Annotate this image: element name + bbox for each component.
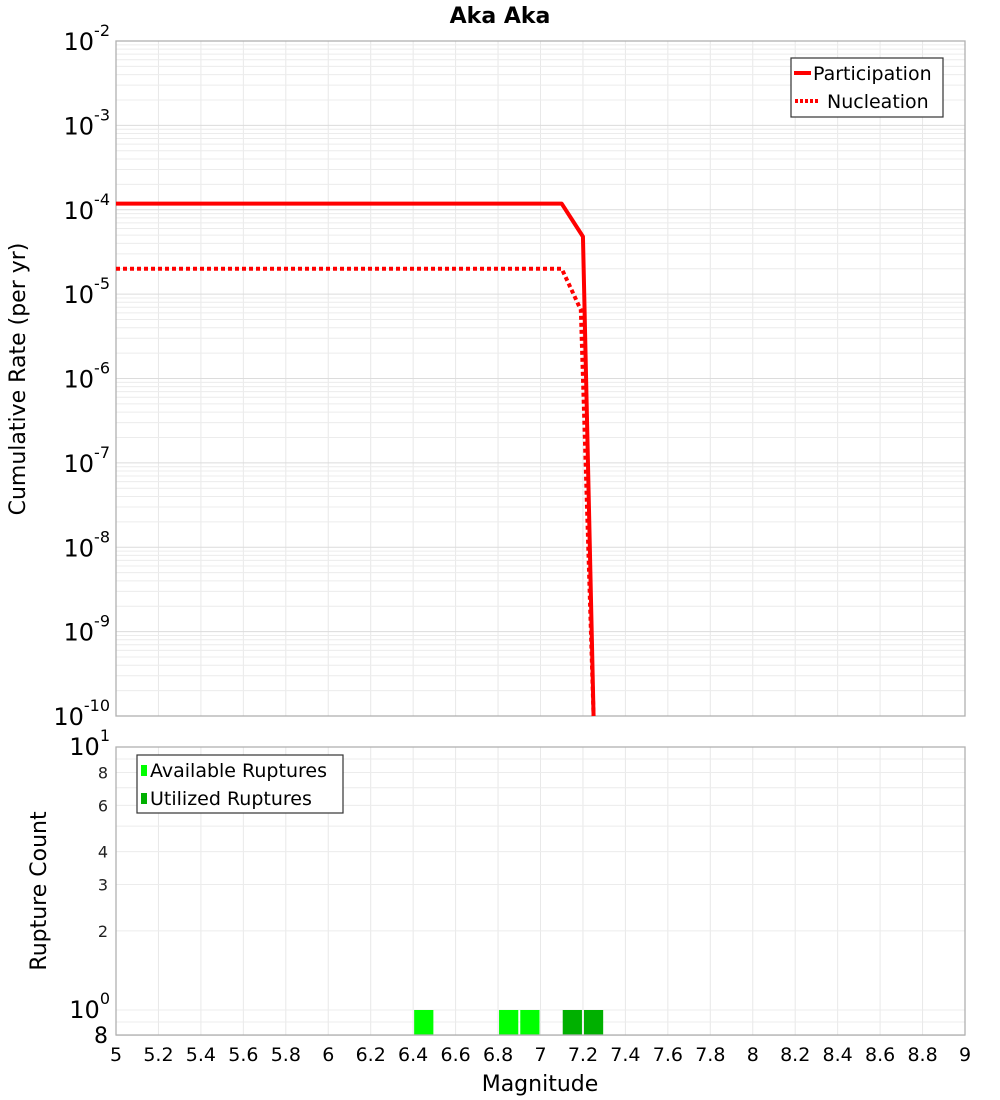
- svg-text:8.8: 8.8: [907, 1044, 937, 1066]
- svg-text:8.4: 8.4: [823, 1044, 853, 1066]
- nucleation-line: [116, 269, 594, 716]
- svg-text:8: 8: [94, 1024, 108, 1049]
- svg-text:2: 2: [98, 922, 108, 941]
- top-plot-grid: [116, 41, 965, 716]
- svg-text:6.2: 6.2: [356, 1044, 386, 1066]
- top-y-axis-label: Cumulative Rate (per yr): [6, 243, 31, 516]
- svg-text:7.6: 7.6: [653, 1044, 683, 1066]
- svg-text:6.4: 6.4: [398, 1044, 428, 1066]
- rupture-bar: [563, 1010, 582, 1035]
- legend-participation: Participation: [813, 63, 932, 85]
- magnitude-frequency-chart: Aka Aka 10-2 10-3 10-4 10-5 10-6 10-7 10-8 10-9…: [0, 0, 1000, 1100]
- svg-text:10-6: 10-6: [64, 359, 111, 394]
- svg-text:8: 8: [98, 763, 108, 782]
- top-y-axis-ticks: 10-210-310-410-510-610-710-810-910-10: [53, 21, 110, 731]
- bottom-legend: Available Ruptures Utilized Ruptures: [137, 755, 343, 813]
- svg-text:10-7: 10-7: [64, 443, 111, 478]
- rupture-bar: [414, 1010, 433, 1035]
- svg-text:7: 7: [534, 1044, 546, 1066]
- svg-text:7.8: 7.8: [695, 1044, 725, 1066]
- svg-text:6.8: 6.8: [483, 1044, 513, 1066]
- bottom-y-axis-ticks: 234681011008: [69, 726, 110, 1049]
- svg-text:10-4: 10-4: [64, 190, 111, 225]
- svg-text:101: 101: [69, 726, 110, 761]
- svg-text:4: 4: [98, 843, 108, 862]
- svg-text:6.6: 6.6: [440, 1044, 470, 1066]
- x-axis-label: Magnitude: [482, 1072, 599, 1097]
- top-plot-series: [116, 204, 594, 716]
- svg-text:10-2: 10-2: [64, 21, 111, 56]
- svg-text:8.2: 8.2: [780, 1044, 810, 1066]
- svg-text:6: 6: [322, 1044, 334, 1066]
- bottom-y-axis-label: Rupture Count: [27, 811, 52, 971]
- rupture-bar: [584, 1010, 603, 1035]
- utilized-legend-swatch: [141, 793, 147, 804]
- available-legend-swatch: [141, 765, 147, 776]
- svg-text:5.4: 5.4: [186, 1044, 216, 1066]
- svg-text:6: 6: [98, 796, 108, 815]
- legend-utilized: Utilized Ruptures: [150, 788, 312, 810]
- svg-text:100: 100: [69, 989, 110, 1024]
- svg-text:5: 5: [110, 1044, 122, 1066]
- x-axis-ticks: 5 5.2 5.4 5.6 5.8 6 6.2 6.4 6.6 6.8 7 7.2 7.4 7.6 7.8 8…: [110, 1044, 971, 1066]
- svg-text:10-5: 10-5: [64, 274, 111, 309]
- rupture-bar: [520, 1010, 539, 1035]
- svg-text:10-9: 10-9: [64, 612, 111, 647]
- top-legend: Participation Nucleation: [791, 58, 943, 117]
- svg-text:5.6: 5.6: [228, 1044, 258, 1066]
- rupture-bar: [499, 1010, 518, 1035]
- svg-text:5.2: 5.2: [143, 1044, 173, 1066]
- svg-text:3: 3: [98, 876, 108, 895]
- svg-text:7.2: 7.2: [568, 1044, 598, 1066]
- svg-text:5.8: 5.8: [271, 1044, 301, 1066]
- legend-nucleation: Nucleation: [827, 91, 929, 113]
- svg-text:7.4: 7.4: [610, 1044, 640, 1066]
- svg-text:10-3: 10-3: [64, 105, 111, 140]
- svg-text:8: 8: [747, 1044, 759, 1066]
- svg-text:8.6: 8.6: [865, 1044, 895, 1066]
- participation-line: [116, 204, 594, 716]
- svg-text:9: 9: [959, 1044, 971, 1066]
- chart-title: Aka Aka: [450, 4, 551, 29]
- legend-available: Available Ruptures: [150, 760, 327, 782]
- svg-text:10-8: 10-8: [64, 527, 111, 562]
